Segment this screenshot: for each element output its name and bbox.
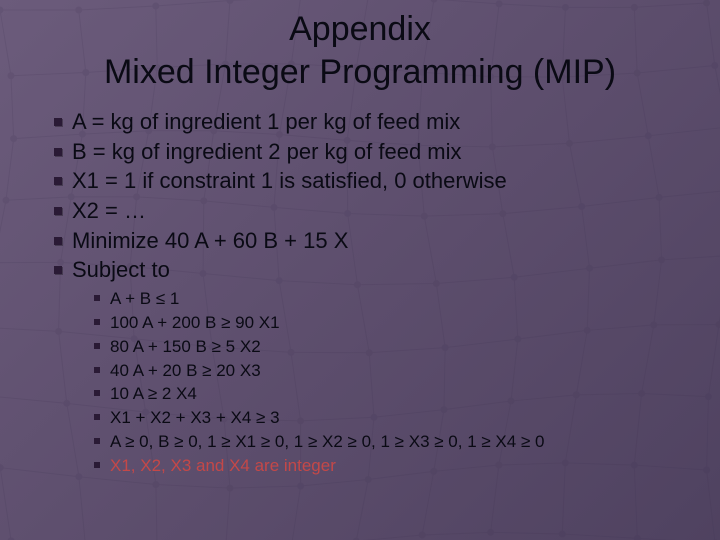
bullet-list-level1: A = kg of ingredient 1 per kg of feed mi…	[20, 107, 700, 285]
subbullet-item: A + B ≤ 1	[110, 287, 700, 311]
bullet-item: X1 = 1 if constraint 1 is satisfied, 0 o…	[72, 166, 700, 196]
title-line-1: Appendix	[289, 10, 431, 48]
subbullet-item: 100 A + 200 B ≥ 90 X1	[110, 311, 700, 335]
bullet-item: Subject to	[72, 255, 700, 285]
subbullet-item: 10 A ≥ 2 X4	[110, 382, 700, 406]
subbullet-item: 80 A + 150 B ≥ 5 X2	[110, 335, 700, 359]
slide-title: Appendix Mixed Integer Programming (MIP)	[20, 8, 700, 93]
title-line-2: Mixed Integer Programming (MIP)	[104, 53, 616, 91]
bullet-item: B = kg of ingredient 2 per kg of feed mi…	[72, 137, 700, 167]
subbullet-item: X1 + X2 + X3 + X4 ≥ 3	[110, 406, 700, 430]
subbullet-item-highlight: X1, X2, X3 and X4 are integer	[110, 454, 700, 478]
bullet-item: X2 = …	[72, 196, 700, 226]
bullet-item: Minimize 40 A + 60 B + 15 X	[72, 226, 700, 256]
bullet-list-level2: A + B ≤ 1 100 A + 200 B ≥ 90 X1 80 A + 1…	[20, 287, 700, 477]
bullet-item: A = kg of ingredient 1 per kg of feed mi…	[72, 107, 700, 137]
highlight-text: X1, X2, X3 and X4 are integer	[110, 456, 336, 475]
subbullet-item: 40 A + 20 B ≥ 20 X3	[110, 359, 700, 383]
slide-content: Appendix Mixed Integer Programming (MIP)…	[0, 0, 720, 486]
subbullet-item: A ≥ 0, B ≥ 0, 1 ≥ X1 ≥ 0, 1 ≥ X2 ≥ 0, 1 …	[110, 430, 700, 454]
